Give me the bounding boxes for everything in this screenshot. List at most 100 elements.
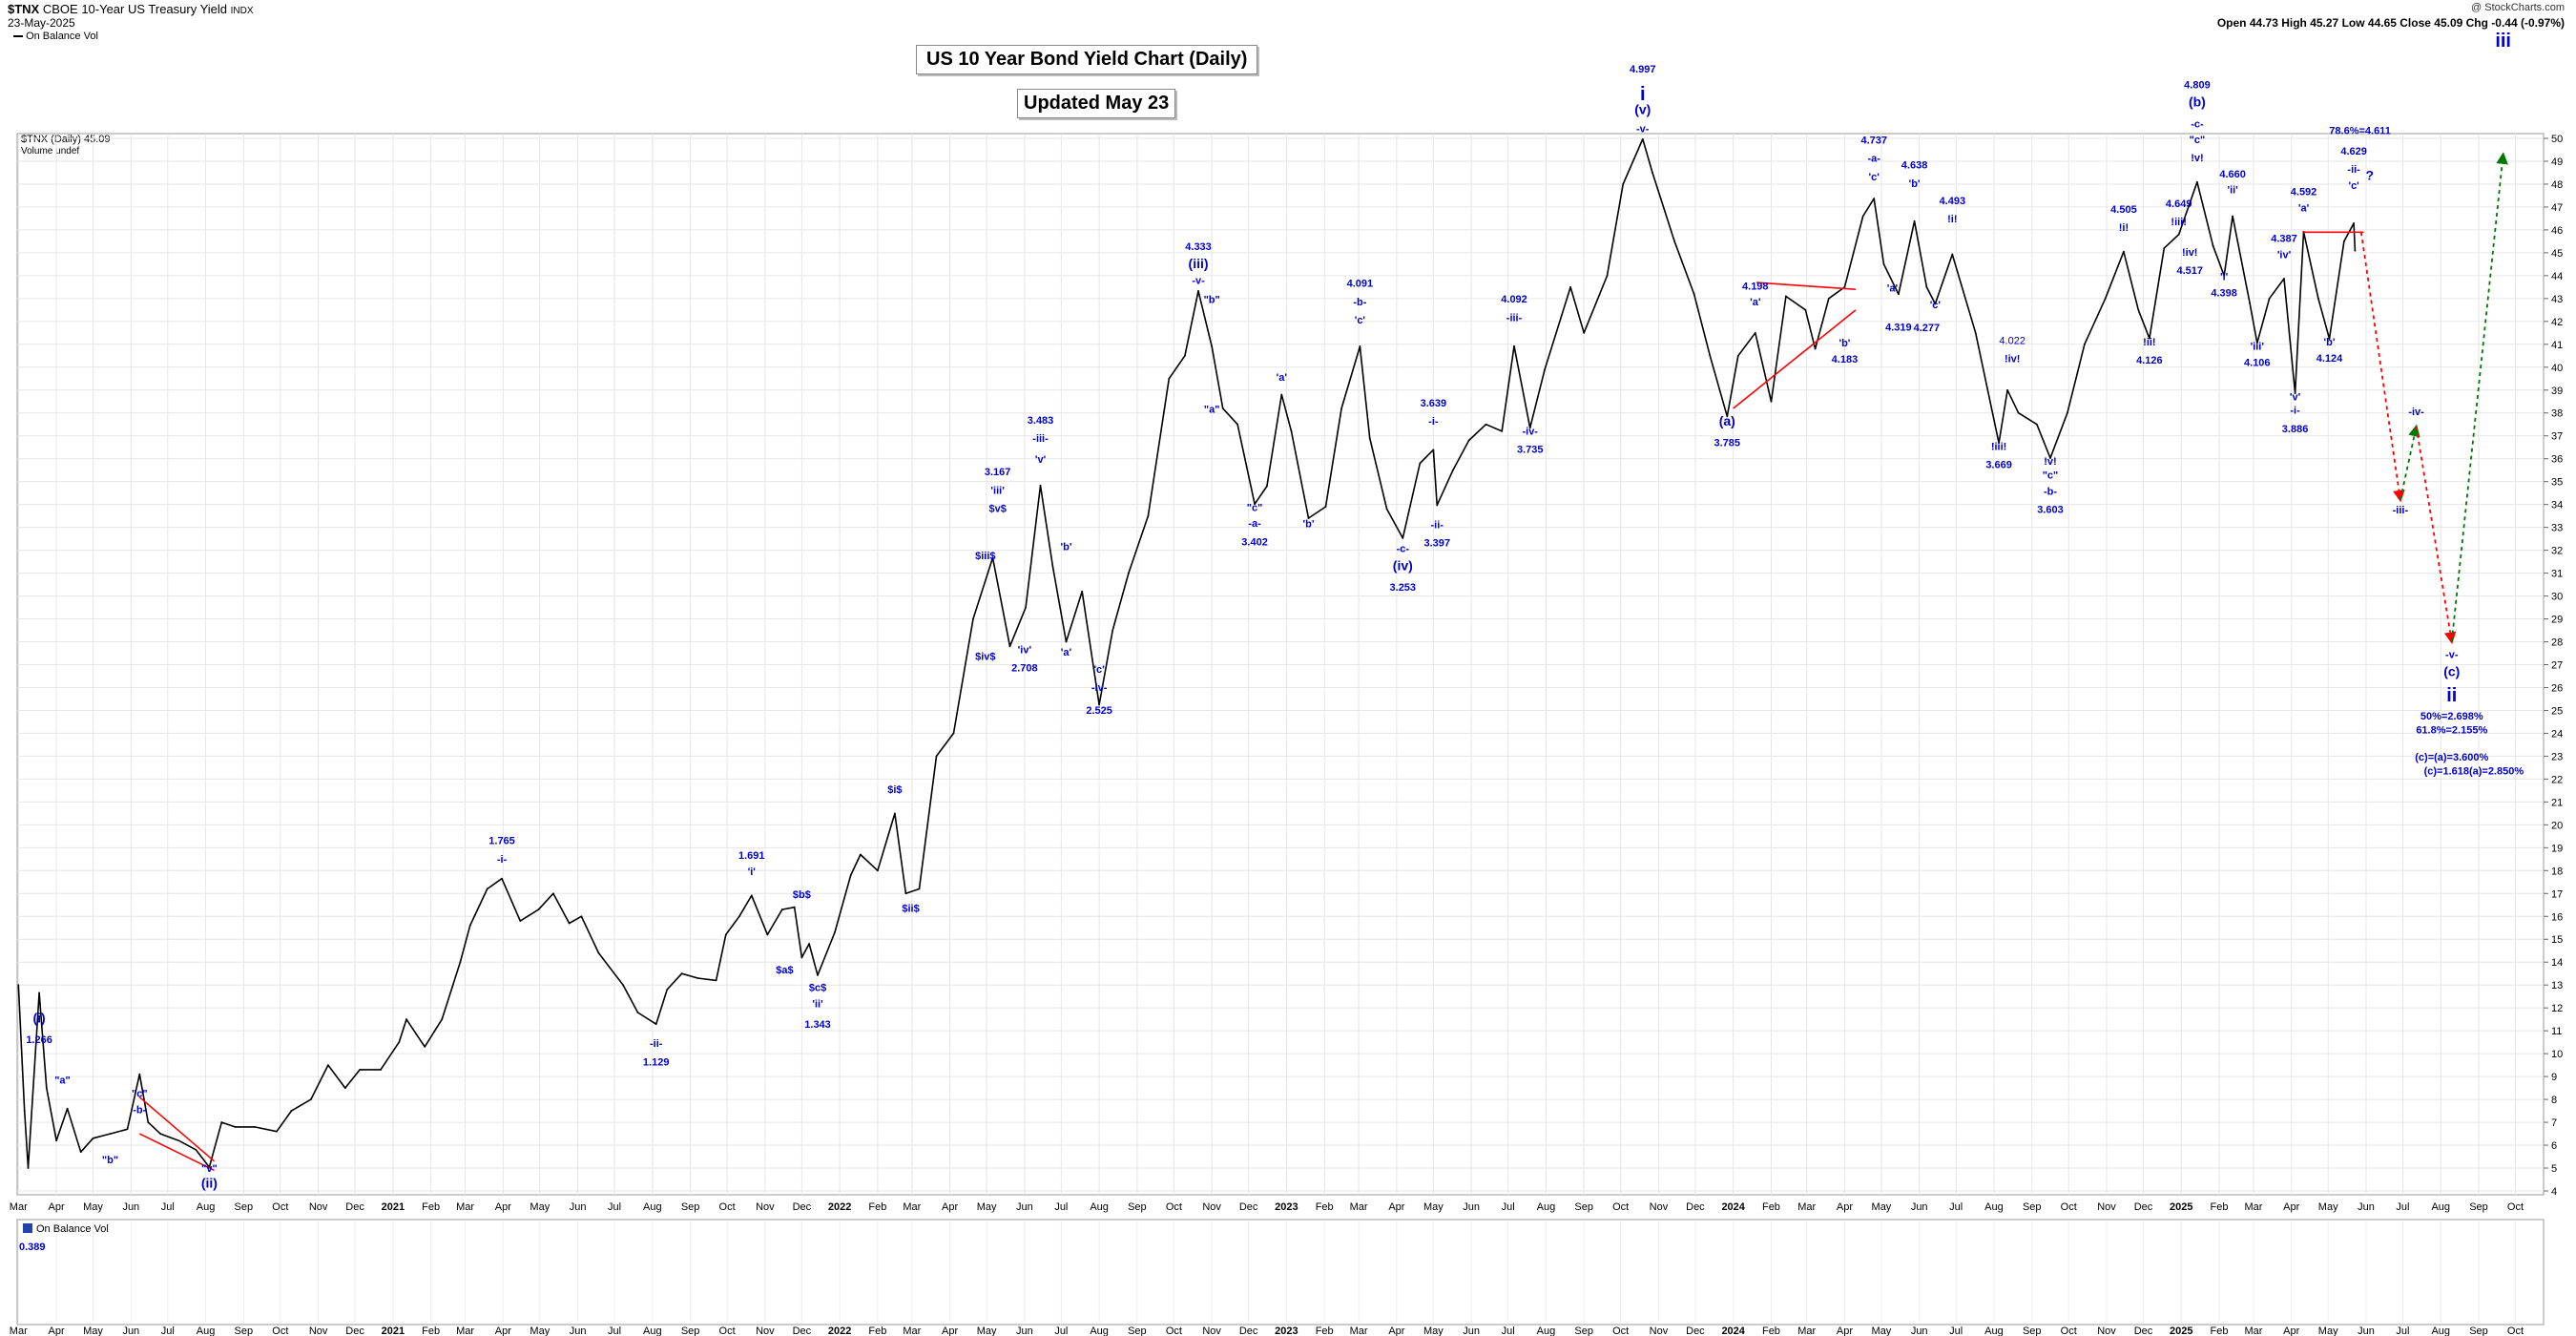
x-tick-label: 2025 — [2170, 1201, 2192, 1213]
wave-label: 4.091 — [1347, 279, 1374, 290]
projection-up-arrow — [2450, 152, 2508, 642]
price-point — [109, 1133, 112, 1135]
x-tick-label: Apr — [48, 1201, 64, 1213]
obv-x-tick-label: Mar — [1350, 1326, 1368, 1336]
price-point — [1402, 537, 1404, 539]
price-point — [1432, 449, 1435, 451]
x-tick-label: Dec — [793, 1201, 812, 1213]
obv-x-tick-label: Feb — [1316, 1326, 1334, 1336]
x-tick-label: Aug — [1537, 1201, 1556, 1213]
wave-label: 4.517 — [2176, 265, 2203, 277]
x-tick-label: 2022 — [828, 1201, 851, 1213]
x-tick-label: Nov — [756, 1201, 775, 1213]
price-point — [1221, 407, 1224, 409]
obv-x-axis: Mar Apr May Jun Jul Aug Sep Oct Nov Dec 2021 Feb Mar… — [10, 1326, 2524, 1336]
price-point — [1726, 415, 1729, 418]
price-point — [537, 908, 540, 910]
symbol: $TNX — [8, 2, 40, 16]
obv-x-tick-label: Jul — [1054, 1326, 1068, 1336]
price-point — [380, 1069, 382, 1071]
wave-label: 3.483 — [1028, 415, 1054, 427]
x-tick-label: Apr — [942, 1201, 958, 1213]
price-point — [1827, 297, 1830, 300]
wave-label: (c) — [2443, 663, 2460, 678]
price-point — [1184, 354, 1186, 357]
trendline — [1756, 282, 1857, 291]
x-tick-label: Sep — [1574, 1201, 1593, 1213]
price-point — [1544, 368, 1547, 371]
price-point — [1236, 423, 1238, 426]
y-tick-label: 48 — [2551, 179, 2563, 191]
y-tick-label: 50 — [2551, 134, 2563, 145]
wave-label: -a- — [1248, 518, 1261, 530]
x-tick-label: Jun — [1016, 1201, 1033, 1213]
y-tick-label: 31 — [2551, 569, 2563, 580]
wave-label: 'a' — [1887, 283, 1899, 295]
wave-label: 4.277 — [1914, 323, 1941, 334]
obv-x-tick-label: Jul — [1949, 1326, 1963, 1336]
obv-x-tick-label: Sep — [1128, 1326, 1147, 1336]
wave-label: 'iv' — [2277, 249, 2292, 261]
wave-label: 4.333 — [1185, 241, 1212, 253]
price-point — [459, 961, 462, 964]
chart-header-line: $TNX CBOE 10-Year US Treasury Yield INDX — [8, 2, 254, 16]
price-point — [310, 1098, 312, 1100]
wave-label: -b- — [1353, 297, 1366, 308]
obv-x-tick-label: Mar — [1797, 1326, 1816, 1336]
x-tick-label: May — [977, 1201, 997, 1213]
obv-x-tick-label: Mar — [2244, 1326, 2262, 1336]
wave-label: 4.183 — [1832, 354, 1859, 365]
wave-label: "c" — [2190, 135, 2206, 146]
wave-label: 4.124 — [2316, 353, 2343, 365]
price-point — [654, 1023, 657, 1026]
price-point — [1934, 303, 1937, 305]
x-tick-label: May — [2318, 1201, 2338, 1213]
x-axis: Mar Apr May Jun Jul Aug Sep Oct Nov Dec 2021 Feb Mar… — [10, 1201, 2524, 1213]
price-point — [1861, 215, 1864, 218]
trendline — [138, 1133, 215, 1172]
price-point — [666, 989, 669, 991]
x-tick-label: Aug — [643, 1201, 662, 1213]
y-tick-label: 33 — [2551, 523, 2563, 534]
price-point — [1098, 703, 1101, 706]
obv-x-tick-label: Mar — [456, 1326, 474, 1336]
price-point — [1913, 219, 1916, 222]
obv-x-tick-label: Apr — [1388, 1326, 1404, 1336]
price-point — [1652, 172, 1653, 174]
obv-x-tick-label: Apr — [2283, 1326, 2299, 1336]
price-point — [27, 1167, 30, 1169]
trendline — [1733, 309, 1857, 409]
obv-x-tick-label: Oct — [719, 1326, 736, 1336]
overlay-legend-label: On Balance Vol — [26, 31, 98, 42]
obv-x-tick-label: Oct — [2061, 1326, 2077, 1336]
price-point — [177, 1139, 180, 1142]
wave-label: -ii- — [1430, 519, 1444, 531]
obv-panel-frame — [16, 1219, 2545, 1326]
price-point — [918, 887, 921, 890]
y-tick-label: 28 — [2551, 637, 2563, 649]
trendlines — [138, 231, 2364, 1172]
x-tick-label: Dec — [1239, 1201, 1258, 1213]
y-tick-label: 13 — [2551, 980, 2563, 992]
wave-label: 'a' — [2298, 202, 2310, 214]
obv-x-tick-label: Jun — [1016, 1326, 1033, 1336]
wave-label: $v$ — [988, 504, 1006, 515]
y-tick-label: 38 — [2551, 408, 2563, 420]
y-tick-label: 35 — [2551, 477, 2563, 489]
wave-label: 4.592 — [2291, 186, 2317, 198]
obv-x-tick-label: Aug — [1984, 1326, 2004, 1336]
wave-label: 4.022 — [1999, 335, 2025, 346]
legend-line-swatch — [13, 35, 23, 38]
y-tick-label: 10 — [2551, 1049, 2563, 1060]
price-point — [893, 812, 896, 815]
wave-label: 4.737 — [1860, 136, 1887, 147]
y-tick-label: 47 — [2551, 202, 2563, 214]
x-tick-label: Oct — [1166, 1201, 1182, 1213]
x-tick-label: Sep — [2023, 1201, 2042, 1213]
y-tick-label: 30 — [2551, 592, 2563, 603]
wave-label: 4.638 — [1901, 160, 1928, 172]
price-point — [424, 1046, 426, 1048]
obv-x-tick-label: Oct — [2507, 1326, 2524, 1336]
wave-label: 3.669 — [1985, 460, 2012, 471]
wave-label: 'i' — [748, 866, 757, 878]
